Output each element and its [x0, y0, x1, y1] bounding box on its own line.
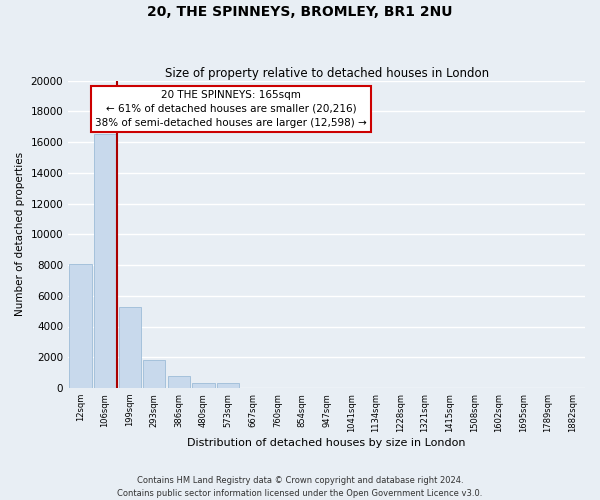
Title: Size of property relative to detached houses in London: Size of property relative to detached ho…: [164, 66, 488, 80]
Bar: [217, 384, 239, 388]
Bar: [143, 360, 166, 388]
Y-axis label: Number of detached properties: Number of detached properties: [15, 152, 25, 316]
Bar: [193, 384, 215, 388]
Bar: [70, 264, 92, 388]
X-axis label: Distribution of detached houses by size in London: Distribution of detached houses by size …: [187, 438, 466, 448]
Text: 20, THE SPINNEYS, BROMLEY, BR1 2NU: 20, THE SPINNEYS, BROMLEY, BR1 2NU: [147, 5, 453, 19]
Bar: [119, 306, 141, 388]
Bar: [168, 376, 190, 388]
Text: Contains HM Land Registry data © Crown copyright and database right 2024.
Contai: Contains HM Land Registry data © Crown c…: [118, 476, 482, 498]
Bar: [94, 134, 116, 388]
Text: 20 THE SPINNEYS: 165sqm
← 61% of detached houses are smaller (20,216)
38% of sem: 20 THE SPINNEYS: 165sqm ← 61% of detache…: [95, 90, 367, 128]
